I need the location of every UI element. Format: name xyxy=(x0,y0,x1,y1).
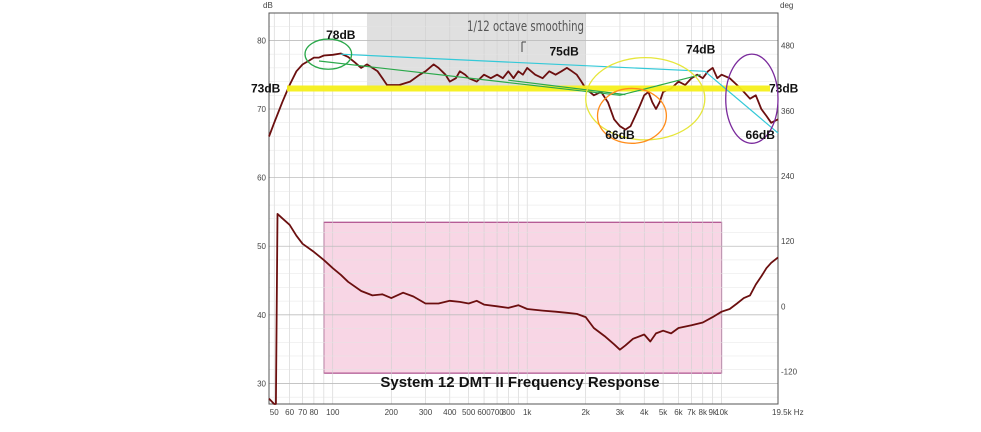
y-right-tick-label: 480 xyxy=(781,42,795,51)
x-tick-label: 4k xyxy=(640,408,649,417)
annotation-label-4: 66dB xyxy=(746,128,776,142)
reference-label-right: 73dB xyxy=(769,81,799,95)
phase-trace xyxy=(268,213,779,405)
x-tick-label: 1k xyxy=(523,408,532,417)
y-left-tick-label: 60 xyxy=(257,174,266,183)
x-tick-label: 70 xyxy=(298,408,307,417)
x-tick-label: 19.5k Hz xyxy=(772,408,804,417)
highlight-ellipse-2 xyxy=(596,87,668,144)
trend-line-2 xyxy=(508,79,626,96)
x-tick-label: 7k xyxy=(687,408,696,417)
x-tick-label: 60 xyxy=(285,408,294,417)
x-tick-label: 200 xyxy=(385,408,399,417)
x-tick-label: 800 xyxy=(502,408,516,417)
cursor-mark xyxy=(521,41,526,52)
y-left-tick-label: 80 xyxy=(257,36,266,45)
x-tick-label: 500 xyxy=(462,408,476,417)
x-tick-label: 6k xyxy=(674,408,683,417)
x-tick-label: 50 xyxy=(270,408,279,417)
smoothing-label: 1/12 octave smoothing xyxy=(467,19,584,35)
y-left-tick-label: 50 xyxy=(257,242,266,251)
annotation-label-3: 66dB xyxy=(605,128,635,142)
shaded-region-0 xyxy=(366,13,586,89)
y-left-tick-label: 30 xyxy=(257,379,266,388)
y-left-tick-label: 70 xyxy=(257,105,266,114)
chart-title: System 12 DMT II Frequency Response xyxy=(380,374,659,391)
x-tick-label: 300 xyxy=(419,408,433,417)
y-right-tick-label: 360 xyxy=(781,107,795,116)
x-tick-label: 80 xyxy=(309,408,318,417)
x-tick-label: 8k xyxy=(699,408,708,417)
x-tick-label: 9k xyxy=(708,408,717,417)
trend-line-0 xyxy=(340,53,779,134)
overlay-layer: 73dB 73dB 78dB 75dB 74dB 66dB 66dB xyxy=(251,28,799,144)
y-right-tick-label: 0 xyxy=(781,302,786,311)
highlight-ellipse-1 xyxy=(585,56,706,141)
y-right-tick-label: -120 xyxy=(781,367,798,376)
y-right-tick-label: 120 xyxy=(781,237,795,246)
x-tick-label: 100 xyxy=(326,408,340,417)
x-tick-label: 400 xyxy=(443,408,457,417)
right-axis-unit: deg xyxy=(780,1,793,10)
annotation-label-1: 75dB xyxy=(550,45,580,59)
highlight-ellipse-0 xyxy=(304,38,353,70)
reference-label-left: 73dB xyxy=(251,81,281,95)
shaded-region-1 xyxy=(323,221,723,374)
x-tick-label: 2k xyxy=(581,408,590,417)
grid-layer xyxy=(269,12,778,404)
x-tick-label: 700 xyxy=(490,408,504,417)
y-left-tick-label: 40 xyxy=(257,311,266,320)
plot-border xyxy=(268,12,779,405)
x-tick-label: 600 xyxy=(477,408,491,417)
trend-line-1 xyxy=(318,60,701,96)
x-tick-label: 10k xyxy=(715,408,729,417)
annotation-label-2: 74dB xyxy=(686,42,716,56)
left-axis-unit: dB xyxy=(263,1,273,10)
x-tick-label: 3k xyxy=(616,408,625,417)
highlight-ellipse-3 xyxy=(725,53,779,144)
y-right-tick-label: 240 xyxy=(781,172,795,181)
plot-frame xyxy=(268,12,779,405)
x-tick-label: 5k xyxy=(659,408,668,417)
annotation-label-0: 78dB xyxy=(326,28,356,42)
